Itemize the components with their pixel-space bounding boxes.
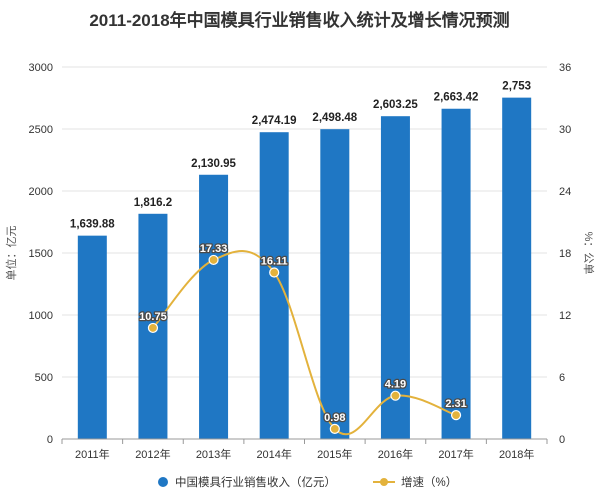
legend-bar-swatch	[158, 477, 168, 487]
x-tick-label: 2014年	[256, 447, 291, 461]
growth-point	[329, 423, 340, 434]
legend-line-label: 增速（%）	[401, 475, 457, 489]
bar-series	[77, 97, 532, 440]
y-left-tick-label: 3000	[29, 62, 53, 74]
growth-point	[390, 390, 401, 401]
y-right-tick-label: 36	[559, 62, 571, 74]
bar	[199, 174, 229, 439]
y-right-tick-label: 30	[559, 124, 571, 136]
bar	[441, 108, 471, 440]
bar	[259, 132, 289, 439]
x-tick-label: 2012年	[135, 447, 170, 461]
growth-point	[450, 410, 462, 421]
bar	[77, 235, 107, 439]
y-left-axis-title: 单位：亿元	[4, 226, 18, 281]
legend: 中国模具行业销售收入（亿元） 增速（%）	[158, 475, 457, 489]
y-right-tick-label: 0	[559, 434, 565, 446]
y-right-tick-label: 18	[559, 248, 571, 260]
growth-value-label: 0.98	[324, 412, 345, 424]
data-labels: 1,639.88 1,816.2 2,130.95 2,474.19 2,498.48 2…	[70, 81, 531, 426]
y-left-tick-label: 500	[35, 372, 53, 384]
bar	[502, 97, 532, 440]
y-right-axis-title: %：公单	[582, 232, 595, 275]
growth-value-label: 2.31	[445, 398, 466, 410]
bar	[380, 116, 410, 440]
growth-value-label: 4.19	[385, 379, 406, 391]
legend-line-marker	[380, 478, 388, 486]
x-tick-label: 2016年	[378, 447, 413, 461]
growth-point	[208, 254, 219, 266]
x-tick-label: 2015年	[317, 447, 352, 461]
gridlines	[62, 66, 547, 440]
line-series	[147, 250, 462, 436]
bar-value-label: 2,603.25	[373, 99, 418, 111]
legend-bar-label: 中国模具行业销售收入（亿元）	[175, 475, 336, 489]
x-tick-label: 2018年	[499, 447, 534, 461]
x-tick-label: 2011年	[75, 447, 110, 461]
bar-value-label: 2,498.48	[312, 112, 357, 124]
growth-value-label: 17.33	[200, 243, 228, 255]
bar-value-label: 1,639.88	[70, 219, 115, 231]
y-right-tick-label: 24	[559, 186, 571, 198]
y-left-tick-label: 1000	[29, 310, 53, 322]
x-tick-label: 2017年	[438, 447, 473, 461]
bar-value-label: 1,816.2	[134, 197, 172, 209]
y-right-tick-label: 6	[559, 372, 565, 384]
bar-value-label: 2,753	[502, 81, 531, 93]
y-right-tick-label: 12	[559, 310, 571, 322]
axes: 0 500 1000 1500 2000 2500 3000 0 6 12 18 24 30 36 2011…	[29, 62, 572, 461]
chart-title: 2011-2018年中国模具行业销售收入统计及增长情况预测	[89, 10, 509, 30]
y-left-tick-label: 2500	[29, 124, 53, 136]
bar-value-label: 2,130.95	[191, 158, 236, 170]
bar-value-label: 2,663.42	[434, 92, 479, 104]
growth-point	[147, 322, 159, 334]
growth-value-label: 16.11	[261, 256, 288, 268]
y-left-tick-label: 1500	[29, 248, 53, 260]
bar	[320, 129, 350, 439]
x-tick-label: 2013年	[196, 447, 231, 461]
bar-value-label: 2,474.19	[252, 115, 297, 127]
growth-value-label: 10.75	[139, 311, 167, 323]
y-left-tick-label: 2000	[29, 186, 53, 198]
growth-point	[269, 267, 280, 278]
y-left-tick-label: 0	[47, 434, 53, 446]
growth-line	[152, 250, 457, 436]
